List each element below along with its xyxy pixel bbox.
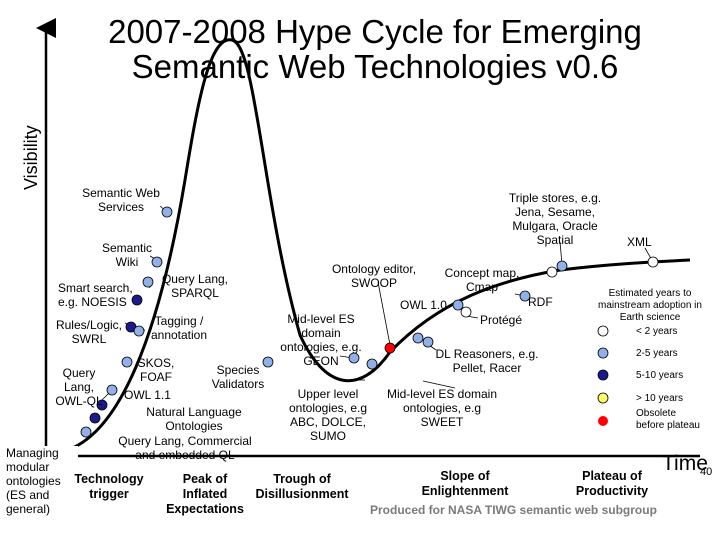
dot-owl-10 (452, 299, 464, 311)
phase-trough: Trough of Disillusionment (255, 472, 349, 501)
label-concept-map: Concept map, Cmap (444, 266, 520, 294)
label-mid-level-sweet: Mid-level ES domain ontologies, e.g SWEE… (386, 387, 498, 429)
legend-label-2to5: 2-5 years (636, 348, 678, 359)
dot-species-validators (262, 356, 274, 368)
phase-peak: Peak of Inflated Expectations (166, 472, 244, 516)
label-smart-search: Smart search, e.g. NOESIS (58, 281, 133, 309)
label-upper-level: Upper level ontologies, e.g ABC, DOLCE, … (288, 387, 368, 443)
dot-query-lang-commercial (80, 426, 92, 438)
legend-label-lt2: < 2 years (636, 326, 678, 337)
dot-xml (647, 256, 659, 268)
label-natural-language: Natural Language Ontologies (146, 405, 242, 433)
label-managing-modular: Managing modular ontologies (ES and gene… (6, 446, 78, 516)
label-rdf: RDF (528, 295, 553, 309)
dot-skos-foaf (121, 356, 133, 368)
dot-mid-level-es (348, 352, 360, 364)
label-xml: XML (627, 235, 652, 249)
dot-dl-reasoners (422, 336, 434, 348)
dot-semantic-wiki (151, 256, 163, 268)
dot-semantic-web-services (161, 206, 173, 218)
phase-plateau: Plateau of Productivity (575, 469, 649, 498)
label-dl-reasoners: DL Reasoners, e.g. Pellet, Racer (435, 347, 539, 375)
label-semantic-wiki: Semantic Wiki (101, 241, 153, 269)
hype-curve (59, 38, 691, 454)
legend-label-obsolete: Obsolete before plateau (636, 408, 700, 431)
label-skos-foaf: SKOS, FOAF (137, 356, 175, 384)
label-semantic-web-services: Semantic Web Services (82, 186, 160, 214)
dot-protege (460, 306, 472, 318)
legend-label-gt10: > 10 years (636, 393, 683, 404)
legend-swatch-2to5 (597, 347, 609, 359)
dot-query-lang-sparql (142, 276, 154, 288)
dot-tagging (133, 325, 145, 337)
legend-swatch-lt2 (597, 325, 609, 337)
legend-swatch-gt10 (597, 392, 609, 404)
dot-triple-stores (556, 260, 568, 272)
dot-rdf (546, 266, 558, 278)
leader-line (377, 281, 391, 346)
dot-concept-map (519, 290, 531, 302)
dot-query-lang-owl-ql (96, 399, 108, 411)
label-species-validators: Species Validators (211, 363, 265, 391)
dot-ontology-editor (384, 342, 396, 354)
dot-upper-level (366, 358, 378, 370)
label-rules-logic: Rules/Logic, SWRL (55, 318, 123, 346)
label-owl-10: OWL 1.0 (400, 298, 447, 312)
x-axis-label: Time (662, 452, 708, 475)
page-number: 40 (700, 466, 713, 478)
label-owl-11: OWL 1.1 (124, 388, 171, 402)
dot-natural-language (89, 412, 101, 424)
label-query-lang-sparql: Query Lang, SPARQL (161, 272, 229, 300)
leader-line (422, 380, 456, 389)
label-query-lang-commercial: Query Lang, Commercial and embedded QL (118, 434, 252, 462)
dot-mid-level-sweet (412, 332, 424, 344)
label-query-lang-owl-ql: Query Lang, OWL-QL (55, 366, 103, 408)
label-protege: Protégé (480, 313, 523, 327)
legend-swatches (597, 325, 609, 426)
legend-swatch-5to10 (597, 369, 609, 381)
phase-slope: Slope of Enlightenment (421, 469, 509, 498)
label-triple-stores: Triple stores, e.g. Jena, Sesame, Mulgar… (508, 191, 602, 247)
dot-owl-11 (106, 384, 118, 396)
legend-swatch-obsolete (598, 416, 608, 426)
legend-label-5to10: 5-10 years (636, 370, 684, 381)
label-mid-level-es: Mid-level ES domain ontologies, e.g. GEO… (280, 312, 362, 368)
credit-text: Produced for NASA TIWG semantic web subg… (370, 503, 657, 517)
legend-heading: Estimated years to mainstream adoption i… (598, 288, 702, 323)
dot-smart-search (131, 294, 143, 306)
leader-line (559, 241, 563, 265)
label-tagging: Tagging / annotation (150, 314, 208, 342)
phase-technology-trigger: Technology trigger (74, 472, 144, 501)
label-ontology-editor: Ontology editor, SWOOP (331, 262, 417, 290)
